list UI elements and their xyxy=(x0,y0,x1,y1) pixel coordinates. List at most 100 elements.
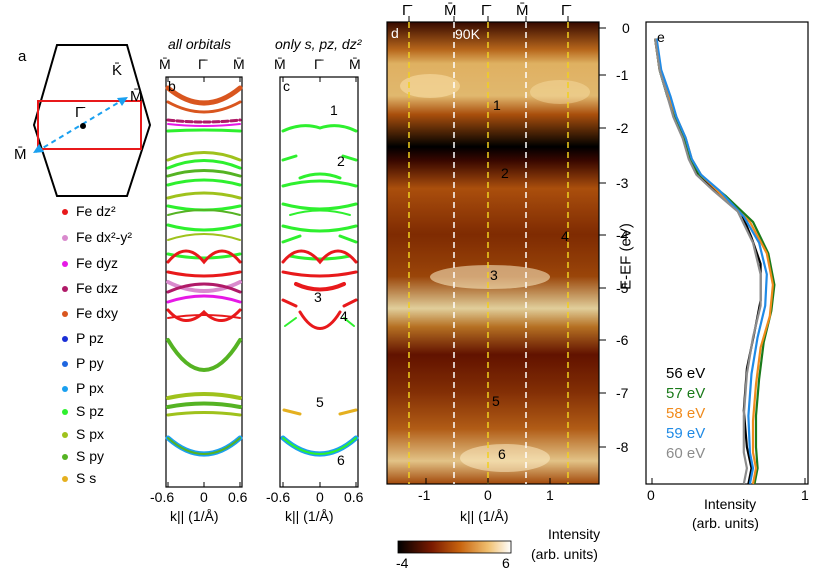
panel-d-top-tick: Γ̄ xyxy=(481,2,490,19)
panel-e-x-tick: 1 xyxy=(801,487,809,503)
panel-c-x-tick: 0 xyxy=(316,489,324,505)
legend-item: P px xyxy=(62,380,104,396)
legend-item: S pz xyxy=(62,403,104,419)
panel-e-label: e xyxy=(657,29,665,45)
edc-lines xyxy=(654,38,776,485)
legend-dot-icon xyxy=(62,409,68,416)
legend-dot-icon xyxy=(62,386,68,393)
colorbar-title: Intensity xyxy=(548,526,601,542)
rectangular-zone xyxy=(37,100,142,150)
arpes-guide-lines xyxy=(408,22,569,484)
legend-dot-icon xyxy=(62,361,68,368)
panel-b-axis xyxy=(167,77,241,487)
legend-dot-icon xyxy=(62,432,68,439)
arrow-head-icon xyxy=(117,97,128,106)
panel-c-label: c xyxy=(283,78,290,94)
panel-d-band-label: 3 xyxy=(490,267,498,283)
panel-d-band-label: 5 xyxy=(492,393,500,409)
panel-b-top-tick: M̄ xyxy=(159,56,171,72)
panel-d-top-tick: M̄ xyxy=(444,2,457,19)
legend-label: S py xyxy=(76,448,105,464)
panel-c-band-label: 1 xyxy=(330,102,338,118)
panel-b-xlabel: k|| (1/Å) xyxy=(170,508,219,524)
legend-label: S s xyxy=(76,470,97,486)
panel-d-label: d xyxy=(391,25,399,41)
panel-e-frame xyxy=(645,21,809,485)
legend-dot-icon xyxy=(62,209,68,216)
panel-d-band-label: 2 xyxy=(501,165,509,181)
panel-c-axis xyxy=(282,77,357,487)
legend-item: Fe dx²-y² xyxy=(62,229,132,245)
panel-b-top-tick: Γ̄ xyxy=(198,56,206,72)
panel-c-x-tick: -0.6 xyxy=(266,489,291,505)
panel-e-x-tick: 0 xyxy=(647,487,655,503)
legend-dot-icon xyxy=(62,454,68,461)
edc-line-59ev xyxy=(655,38,768,485)
panel-e-xlabel: Intensity xyxy=(704,496,757,512)
panel-d-band-label: 1 xyxy=(493,97,501,113)
legend-label: P px xyxy=(76,380,104,396)
energy-tick: -4 xyxy=(616,227,629,243)
gamma-point-marker xyxy=(80,123,86,129)
panel-d-top-tick: Γ̄ xyxy=(561,2,570,19)
energy-tick: -3 xyxy=(616,175,629,191)
panel-d-x-tick: -1 xyxy=(418,487,431,503)
legend-item: Fe dxy xyxy=(62,305,118,321)
colorbar xyxy=(397,540,512,554)
legend-label: Fe dyz xyxy=(76,255,119,271)
legend-item: S s xyxy=(62,470,96,486)
panel-c-frame xyxy=(279,76,359,488)
panel-c-band-label: 3 xyxy=(314,289,322,305)
arpes-axis-ticks xyxy=(408,16,569,484)
panel-a-label: a xyxy=(18,48,27,65)
panel-d-top-tick: M̄ xyxy=(516,2,529,19)
legend-item: S px xyxy=(62,426,104,442)
legend-item: Fe dxz xyxy=(62,280,118,296)
panel-c-band-label: 4 xyxy=(340,308,348,324)
legend-dot-icon xyxy=(62,476,68,483)
panel-c-top-tick: M̄ xyxy=(349,56,361,72)
legend-label: P py xyxy=(76,355,104,371)
hexagon-outline xyxy=(32,44,152,197)
legend-item: P pz xyxy=(62,330,104,346)
panel-b-x-tick: 0 xyxy=(200,489,208,505)
energy-tick: -8 xyxy=(616,439,629,455)
legend-item: Fe dz² xyxy=(62,203,116,219)
legend-label: Fe dxz xyxy=(76,280,119,296)
legend-dot-icon xyxy=(62,286,68,293)
energy-tick: -2 xyxy=(616,120,629,136)
energy-tick: -6 xyxy=(616,332,629,348)
colorbar-max: 6 xyxy=(502,555,510,571)
panel-b-label: b xyxy=(168,78,176,94)
legend-entry-56ev: 56 eV xyxy=(666,365,706,382)
panel-b-frame xyxy=(165,76,243,488)
m-point-label-top: M̄ xyxy=(130,88,143,105)
legend-item: S py xyxy=(62,448,104,464)
panel-c-top-tick: M̄ xyxy=(274,56,286,72)
panel-d-band-label: 6 xyxy=(498,446,506,462)
k-point-label: K̄ xyxy=(112,62,123,79)
energy-tick: -1 xyxy=(616,67,629,83)
panel-d-x-tick: 0 xyxy=(484,487,492,503)
panel-d-band-label: 4 xyxy=(561,228,569,244)
energy-tick: -7 xyxy=(616,385,629,401)
panel-b-top-tick: M̄ xyxy=(233,56,245,72)
panel-b-title: all orbitals xyxy=(168,36,232,52)
panel-d-top-tick: Γ̄ xyxy=(402,2,411,19)
panel-c-xlabel: k|| (1/Å) xyxy=(285,508,334,524)
energy-tick: -5 xyxy=(616,280,629,296)
legend-label: P pz xyxy=(76,330,104,346)
legend-entry-60ev: 60 eV xyxy=(666,445,706,462)
panel-c-band-label: 2 xyxy=(337,153,345,169)
legend-item: Fe dyz xyxy=(62,255,118,271)
legend-dot-icon xyxy=(62,235,68,242)
panel-c-bands xyxy=(280,124,359,457)
legend-dot-icon xyxy=(62,311,68,318)
panel-c-band-label: 5 xyxy=(316,394,324,410)
panel-c-band-label: 6 xyxy=(337,452,345,468)
legend-label: S px xyxy=(76,426,105,442)
panel-b-x-tick: -0.6 xyxy=(150,489,175,505)
legend-entry-58ev: 58 eV xyxy=(666,405,706,422)
legend-entry-57ev: 57 eV xyxy=(666,385,706,402)
arrow-head-icon xyxy=(33,144,44,153)
